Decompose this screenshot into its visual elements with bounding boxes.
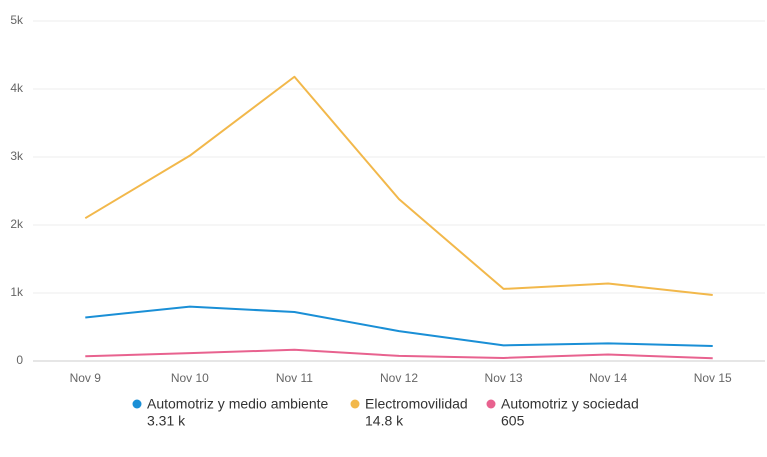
legend-label: Automotriz y sociedad: [501, 396, 639, 412]
y-tick-label: 3k: [10, 149, 24, 163]
x-tick-label: Nov 12: [380, 371, 418, 385]
legend-marker: [350, 399, 360, 409]
x-tick-label: Nov 14: [589, 371, 627, 385]
legend-marker: [486, 399, 496, 409]
y-tick-label: 5k: [10, 13, 24, 27]
y-tick-label: 4k: [10, 81, 24, 95]
series-line: [84, 75, 713, 297]
legend-total: 14.8 k: [365, 413, 404, 429]
legend-label: Electromovilidad: [365, 396, 468, 412]
legend-total: 3.31 k: [147, 413, 186, 429]
legend-label: Automotriz y medio ambiente: [147, 396, 329, 412]
series-line: [85, 348, 713, 360]
x-tick-label: Nov 13: [485, 371, 523, 385]
x-tick-label: Nov 10: [171, 371, 209, 385]
x-tick-label: Nov 11: [276, 371, 313, 385]
legend-total: 605: [501, 413, 525, 429]
y-tick-label: 1k: [10, 285, 24, 299]
y-tick-label: 2k: [10, 217, 24, 231]
x-tick-label: Nov 15: [694, 371, 732, 385]
legend-marker: [132, 399, 142, 409]
y-tick-label: 0: [16, 353, 23, 367]
series-line: [85, 305, 713, 348]
x-tick-label: Nov 9: [70, 371, 102, 385]
